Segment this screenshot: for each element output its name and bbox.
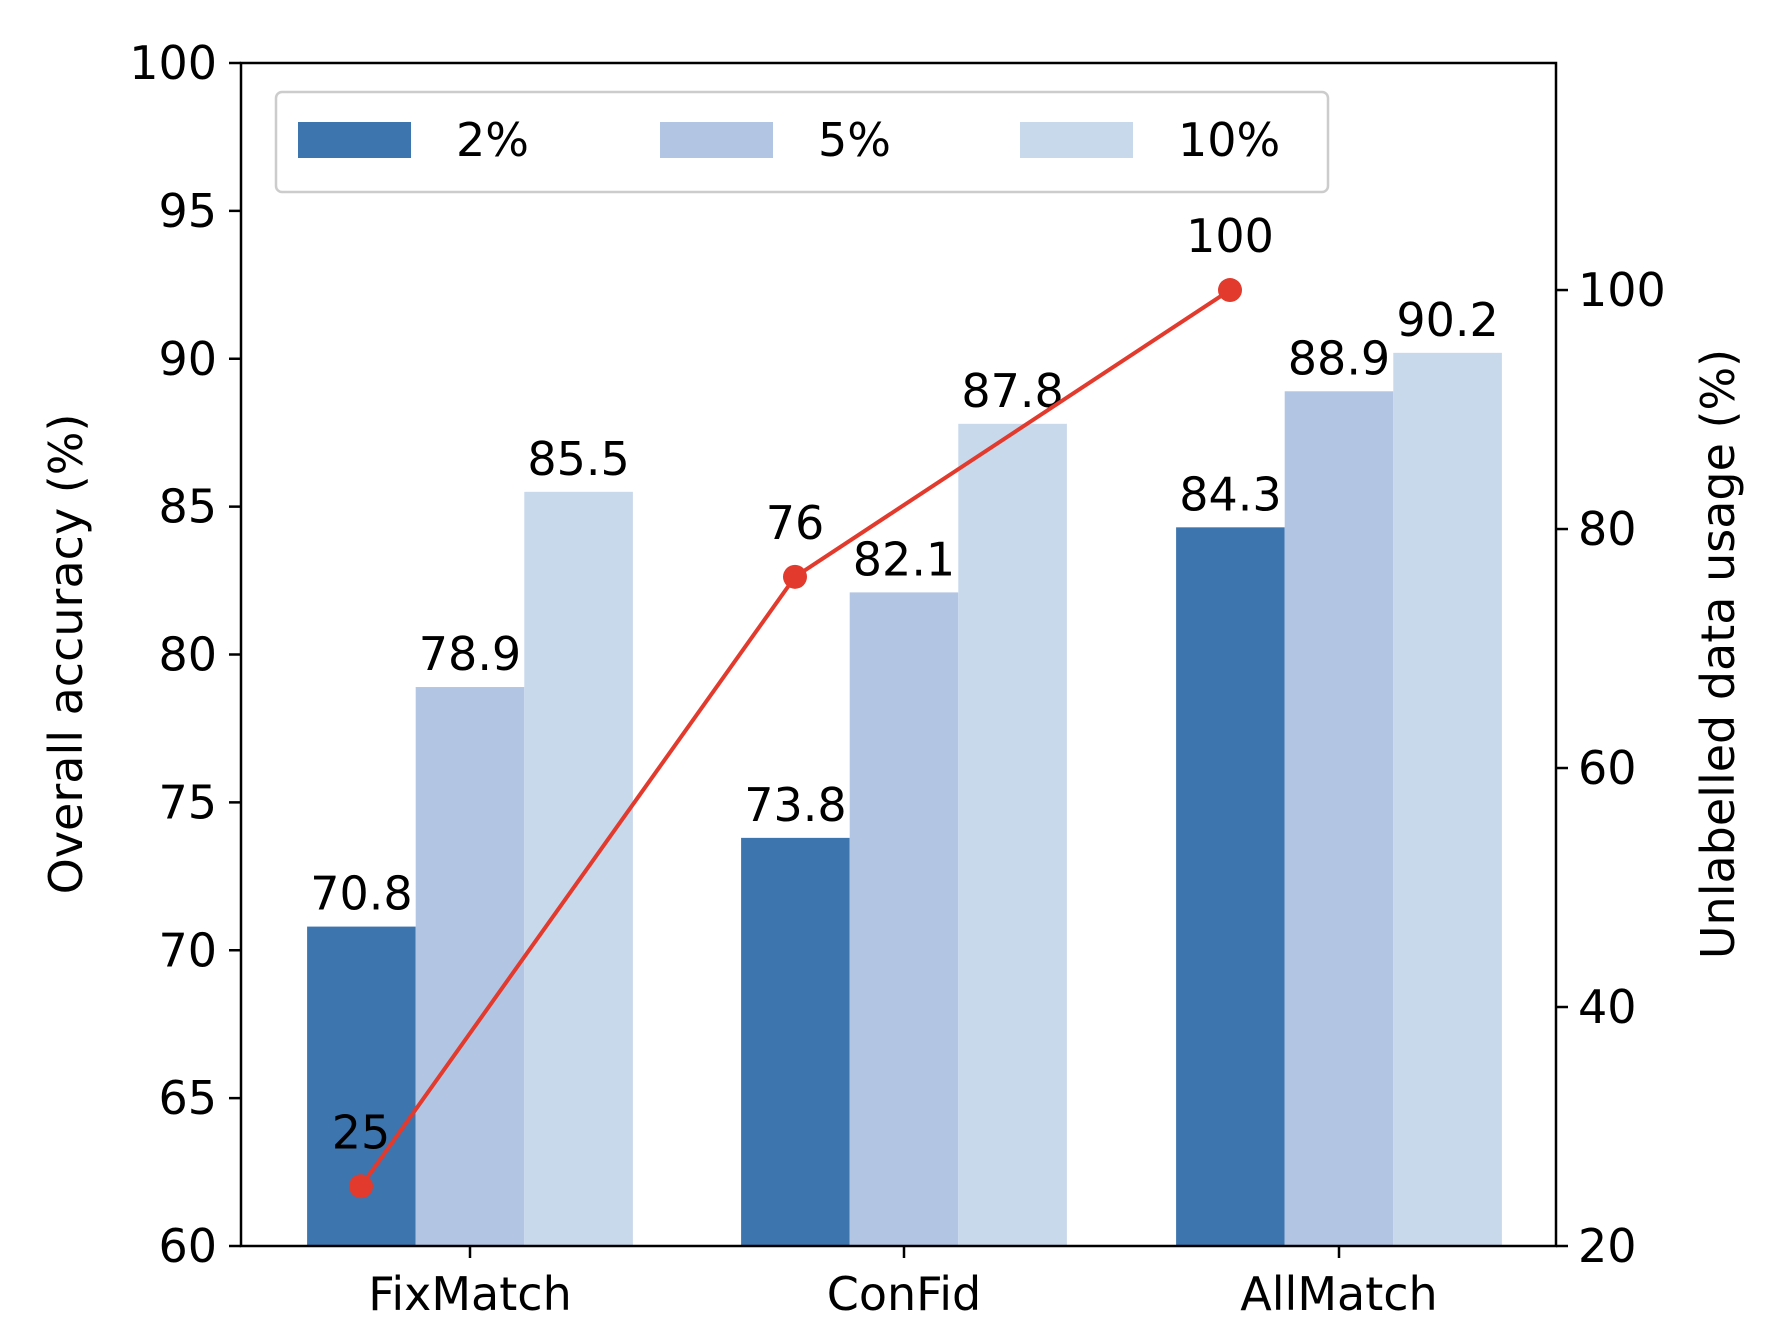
line-point-marker <box>783 564 807 589</box>
y-right-tick-label: 60 <box>1578 741 1637 795</box>
bar-labels-group: 70.873.884.378.982.188.985.587.890.2 <box>310 293 1499 921</box>
legend-label: 10% <box>1178 113 1280 167</box>
bar-value-label: 90.2 <box>1396 293 1498 347</box>
legend: 2% 5% 10% <box>274 90 1330 194</box>
legend-swatch <box>660 122 773 158</box>
line-point-label: 76 <box>766 496 825 550</box>
bar-confid-series-0 <box>741 837 850 1246</box>
y-right-tick-label: 20 <box>1578 1219 1637 1273</box>
x-tick-label: FixMatch <box>368 1267 571 1321</box>
y-tick-label: 100 <box>129 36 217 90</box>
y-axis-title: Overall accuracy (%) <box>39 414 93 895</box>
bar-confid-series-1 <box>849 592 959 1246</box>
y-tick-label: 70 <box>158 923 217 977</box>
x-tick-label: AllMatch <box>1240 1267 1437 1321</box>
bar-value-label: 78.9 <box>419 627 521 681</box>
bar-allmatch-series-0 <box>1176 527 1285 1246</box>
y-right-tick-label: 100 <box>1578 263 1666 317</box>
y-tick-label: 95 <box>158 184 217 238</box>
line-series-group: 25 76 100 <box>332 209 1274 1199</box>
y-tick-label: 90 <box>158 332 217 386</box>
line-point-marker <box>349 1174 373 1199</box>
bar-value-label: 73.8 <box>744 778 846 832</box>
y-tick-label: 75 <box>158 775 217 829</box>
axes-group: 60 65 70 75 80 85 90 95 100 20 40 60 80 100 FixMatch Co… <box>129 36 1666 1321</box>
line-point-marker <box>1218 278 1242 303</box>
line-point-label: 100 <box>1186 209 1274 263</box>
bar-fixmatch-series-1 <box>415 687 525 1246</box>
y-tick-label: 65 <box>158 1071 217 1125</box>
bars-group <box>307 352 1502 1247</box>
line-point-label: 25 <box>332 1105 391 1159</box>
legend-label: 2% <box>456 113 529 167</box>
bar-value-label: 82.1 <box>853 532 955 586</box>
y-right-tick-label: 40 <box>1578 980 1637 1034</box>
bar-value-label: 88.9 <box>1288 331 1390 385</box>
bar-value-label: 70.8 <box>310 867 412 921</box>
bar-allmatch-series-2 <box>1393 352 1502 1247</box>
y-tick-label: 85 <box>158 480 217 534</box>
bar-value-label: 84.3 <box>1179 467 1281 521</box>
x-tick-label: ConFid <box>827 1267 982 1321</box>
bar-allmatch-series-1 <box>1284 391 1394 1247</box>
bar-confid-series-2 <box>958 423 1067 1246</box>
bar-value-label: 85.5 <box>527 432 629 486</box>
y-axis-right-title: Unlabelled data usage (%) <box>1691 349 1745 959</box>
y-tick-label: 80 <box>158 628 217 682</box>
legend-frame <box>274 90 1330 194</box>
bar-fixmatch-series-2 <box>524 491 633 1246</box>
y-tick-label: 60 <box>158 1219 217 1273</box>
legend-swatch <box>1020 122 1133 158</box>
y-right-tick-label: 80 <box>1578 502 1637 556</box>
legend-swatch <box>298 122 411 158</box>
legend-label: 5% <box>818 113 891 167</box>
